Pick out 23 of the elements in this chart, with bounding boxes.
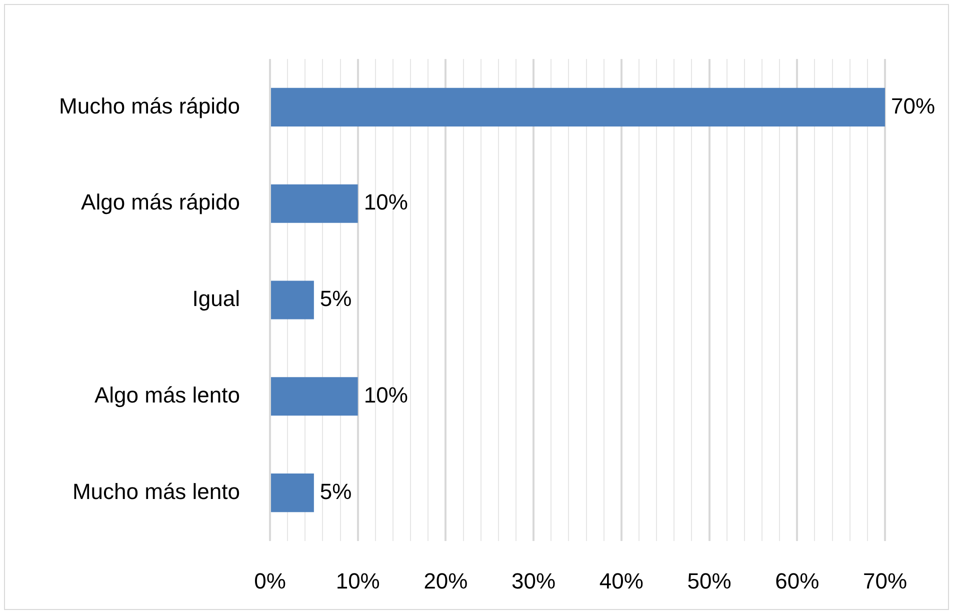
- x-tick-label: 20%: [424, 568, 468, 594]
- bar: [271, 280, 314, 320]
- bar: [271, 184, 358, 223]
- x-tick-label: 30%: [512, 568, 556, 594]
- x-tick-label: 50%: [687, 568, 732, 594]
- y-tick-label: Mucho más lento: [72, 478, 240, 504]
- y-tick-label: Mucho más rápido: [59, 93, 240, 118]
- data-label: 70%: [891, 93, 936, 118]
- data-label: 10%: [364, 382, 408, 408]
- y-tick-label: Algo más rápido: [81, 190, 240, 215]
- x-tick-label: 0%: [254, 568, 286, 594]
- x-tick-label: 60%: [775, 568, 820, 594]
- data-label: 5%: [320, 478, 352, 504]
- y-tick-label: Igual: [192, 286, 240, 312]
- bar: [271, 474, 314, 512]
- x-tick-label: 40%: [599, 568, 644, 594]
- bar: [271, 377, 358, 416]
- bar: [271, 88, 885, 126]
- x-tick-label: 70%: [862, 568, 908, 594]
- y-tick-label: Algo más lento: [94, 382, 240, 408]
- data-label: 10%: [364, 190, 408, 215]
- x-tick-label: 10%: [336, 568, 380, 594]
- data-label: 5%: [320, 286, 352, 312]
